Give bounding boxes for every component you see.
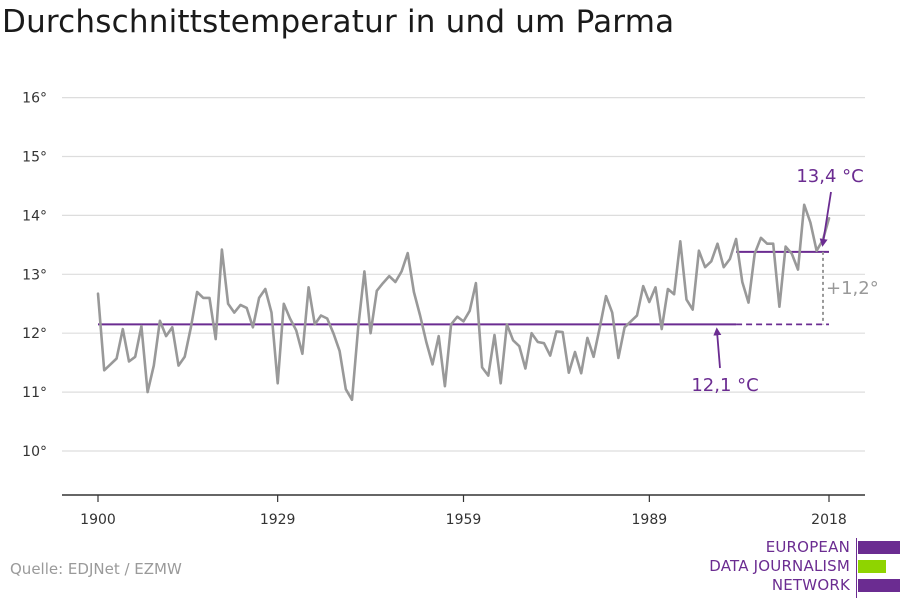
- recent-mean-label: 13,4 °C: [796, 166, 863, 187]
- reference-lines: [98, 250, 829, 326]
- edjnet-logo[interactable]: EUROPEAN DATA JOURNALISM NETWORK: [700, 538, 900, 598]
- temperature-series-line: [96, 203, 831, 402]
- y-axis-ticks: 10° 11° 12° 13° 14° 15° 16°: [22, 91, 47, 460]
- logo-line-2: DATA JOURNALISM: [709, 557, 850, 575]
- logo-bar-1: [858, 541, 900, 554]
- logo-bar-3: [858, 579, 900, 592]
- y-tick-label: 15°: [22, 150, 47, 166]
- baseline-mean-arrow: [713, 327, 722, 369]
- x-tick-label: 1989: [632, 512, 668, 528]
- chart-title: Durchschnittstemperatur in und um Parma: [2, 4, 675, 40]
- x-tick-label: 2018: [811, 512, 847, 528]
- grid-lines: [62, 96, 865, 452]
- difference-label: +1,2°: [826, 278, 879, 299]
- data-series: [96, 203, 831, 402]
- recent-mean-arrow: [819, 191, 832, 247]
- logo-divider: [856, 538, 857, 598]
- x-tick-label: 1929: [260, 512, 296, 528]
- y-tick-label: 14°: [22, 208, 47, 224]
- y-tick-label: 10°: [22, 444, 47, 460]
- logo-line-1: EUROPEAN: [765, 538, 850, 556]
- baseline-mean-label: 12,1 °C: [691, 375, 758, 396]
- y-tick-label: 11°: [22, 385, 47, 401]
- annotations: +1,2° 12,1 °C 13,4 °C: [691, 166, 878, 396]
- x-axis: 1900 1929 1959 1989 2018: [62, 494, 865, 528]
- x-tick-label: 1900: [80, 512, 116, 528]
- source-note: Quelle: EDJNet / EZMW: [10, 560, 182, 578]
- logo-line-3: NETWORK: [771, 576, 850, 594]
- y-tick-label: 13°: [22, 267, 47, 283]
- logo-bar-2: [858, 560, 886, 573]
- y-tick-label: 16°: [22, 91, 47, 107]
- x-tick-label: 1959: [446, 512, 482, 528]
- y-tick-label: 12°: [22, 326, 47, 342]
